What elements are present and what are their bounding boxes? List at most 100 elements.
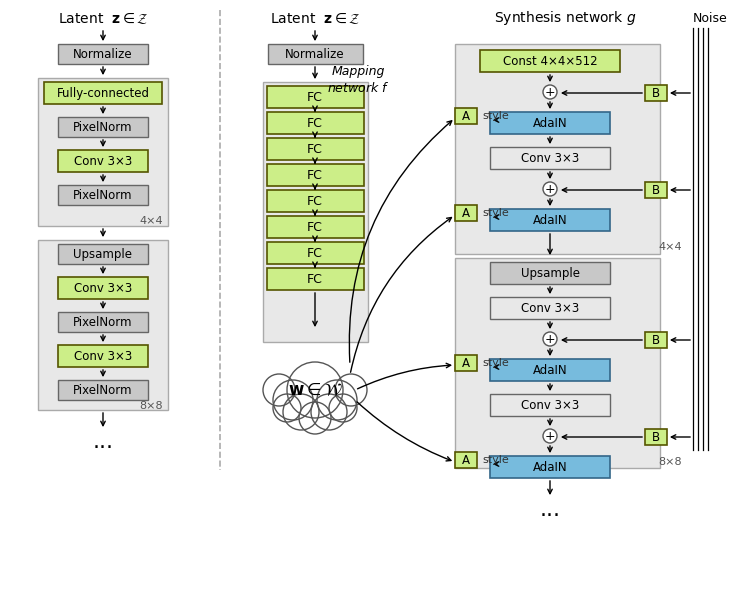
Bar [44,82,162,104]
Text: Normalize: Normalize [73,47,132,60]
Text: Conv 3×3: Conv 3×3 [74,155,132,168]
Bar [455,355,477,371]
Text: A: A [462,110,470,123]
Text: B: B [652,430,660,443]
Text: Noise: Noise [693,11,727,24]
Text: Fully-connected: Fully-connected [56,86,149,99]
Text: Latent  $\mathbf{z} \in \mathcal{Z}$: Latent $\mathbf{z} \in \mathcal{Z}$ [269,11,360,25]
Text: +: + [545,85,555,98]
Text: style: style [482,111,509,121]
Circle shape [283,394,319,430]
Text: FC: FC [307,117,323,130]
Text: PixelNorm: PixelNorm [73,188,132,201]
Bar [490,394,610,416]
Text: 4×4: 4×4 [658,242,682,252]
Text: Conv 3×3: Conv 3×3 [74,282,132,294]
Bar [490,209,610,231]
Text: FC: FC [307,91,323,104]
Bar [490,262,610,284]
Text: Upsample: Upsample [520,266,579,279]
Bar [58,380,148,400]
Text: Latent  $\mathbf{z} \in \mathcal{Z}$: Latent $\mathbf{z} \in \mathcal{Z}$ [58,11,148,25]
Bar [645,332,667,348]
Bar [58,150,148,172]
Bar [58,44,148,64]
Text: ...: ... [539,500,560,520]
Circle shape [335,374,367,406]
Bar [267,138,364,160]
Bar [490,297,610,319]
Text: 4×4: 4×4 [139,216,163,226]
Bar [268,44,363,64]
Text: AdaIN: AdaIN [533,461,568,474]
Text: Conv 3×3: Conv 3×3 [521,152,579,165]
Bar [58,345,148,367]
Text: +: + [545,333,555,346]
Bar [58,244,148,264]
Bar [490,147,610,169]
Text: AdaIN: AdaIN [533,363,568,377]
Text: +: + [545,430,555,442]
Bar [455,205,477,221]
Bar [38,78,168,226]
Text: 8×8: 8×8 [139,401,163,411]
Text: $\mathbf{w} \in \mathcal{W}$: $\mathbf{w} \in \mathcal{W}$ [288,381,343,399]
Circle shape [543,332,557,346]
Text: FC: FC [307,195,323,208]
Text: FC: FC [307,272,323,285]
Bar [267,112,364,134]
Text: A: A [462,453,470,466]
Bar [455,44,660,254]
Circle shape [299,402,331,434]
Text: Synthesis network $g$: Synthesis network $g$ [494,9,636,27]
Bar [480,50,620,72]
Text: AdaIN: AdaIN [533,117,568,130]
Bar [58,117,148,137]
Text: style: style [482,358,509,368]
Text: PixelNorm: PixelNorm [73,384,132,397]
Circle shape [287,362,343,418]
Bar [645,429,667,445]
Text: Upsample: Upsample [73,247,132,260]
Text: +: + [545,182,555,195]
Text: style: style [482,208,509,218]
Text: Conv 3×3: Conv 3×3 [74,349,132,362]
Bar [645,182,667,198]
Circle shape [273,394,301,422]
Text: Normalize: Normalize [285,47,345,60]
Bar [58,312,148,332]
Bar [490,359,610,381]
Text: FC: FC [307,220,323,233]
Bar [455,258,660,468]
Text: Const 4×4×512: Const 4×4×512 [502,54,597,67]
Text: B: B [652,86,660,99]
Bar [267,268,364,290]
Bar [58,185,148,205]
Bar [490,112,610,134]
Bar [267,86,364,108]
Text: AdaIN: AdaIN [533,214,568,227]
Text: 8×8: 8×8 [658,457,682,467]
Bar [38,240,168,410]
Bar [267,190,364,212]
Circle shape [329,394,357,422]
Circle shape [317,380,357,420]
Bar [455,452,477,468]
Bar [263,82,368,342]
Circle shape [311,394,347,430]
Bar [455,108,477,124]
Bar [490,456,610,478]
Bar [645,85,667,101]
Text: ...: ... [92,432,113,452]
Bar [267,164,364,186]
Text: Conv 3×3: Conv 3×3 [521,398,579,411]
Circle shape [543,429,557,443]
Circle shape [543,182,557,196]
Text: A: A [462,207,470,220]
Text: style: style [482,455,509,465]
Text: B: B [652,184,660,197]
Text: PixelNorm: PixelNorm [73,316,132,329]
Circle shape [273,380,313,420]
Text: B: B [652,333,660,346]
Text: Conv 3×3: Conv 3×3 [521,301,579,314]
